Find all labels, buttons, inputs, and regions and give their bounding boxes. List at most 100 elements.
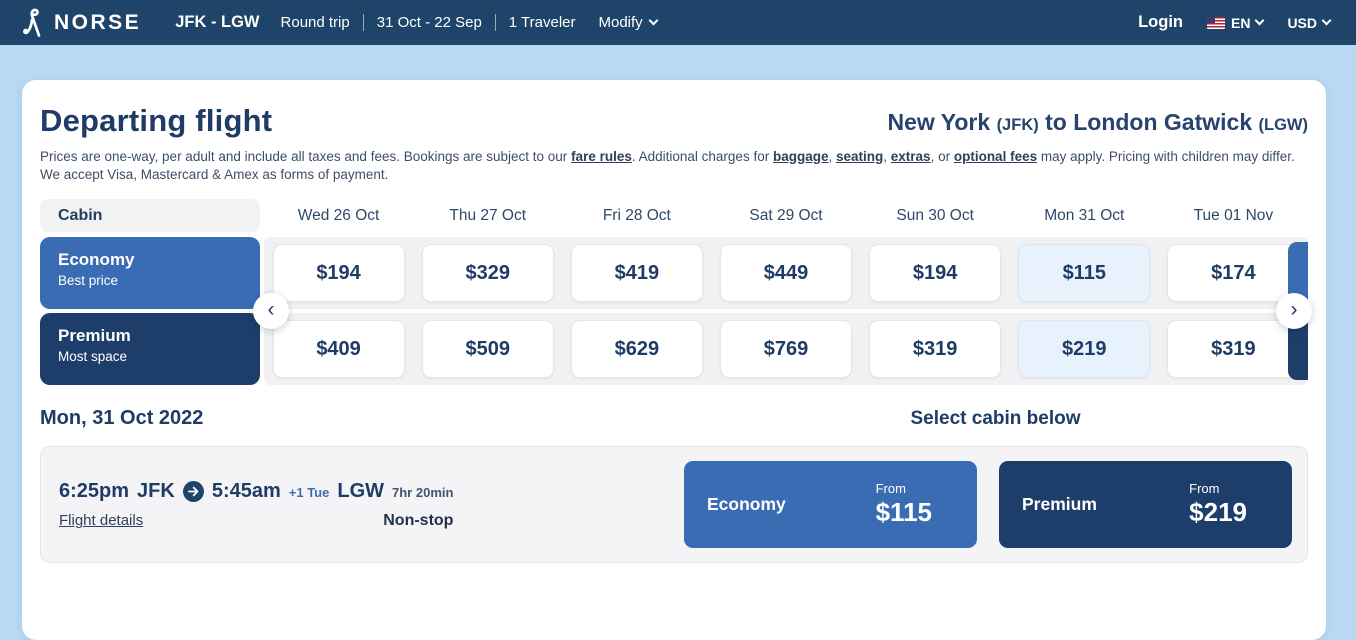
cabin-tagline: Best price [58, 273, 119, 289]
trip-summary: JFK - LGW Round trip 31 Oct - 22 Sep 1 T… [175, 13, 659, 32]
disclaimer-text: . Additional charges for [631, 148, 773, 164]
arrival-time: 5:45am [211, 479, 281, 502]
date-header: Sun 30 Oct [896, 206, 974, 224]
next-date-peek [1288, 242, 1308, 305]
trip-route: JFK - LGW [175, 13, 260, 31]
cabin-name: Premium [58, 326, 131, 346]
departure-time: 6:25pm [59, 479, 130, 502]
fare-rules-link[interactable]: fare rules [571, 148, 632, 164]
fare-cell-premium[interactable]: $509 [421, 320, 554, 379]
destination-city: London Gatwick [1073, 109, 1253, 135]
chevron-left-icon: ‹ [267, 298, 275, 322]
date-header: Fri 28 Oct [602, 206, 671, 224]
selected-date-heading: Mon, 31 Oct 2022 [40, 407, 204, 430]
fare-cell-economy[interactable]: $449 [719, 244, 852, 303]
prev-dates-button[interactable]: ‹ [253, 293, 289, 330]
fare-calendar: Cabin Wed 26 Oct Thu 27 Oct Fri 28 Oct S… [40, 199, 1312, 386]
top-navbar: NORSE JFK - LGW Round trip 31 Oct - 22 S… [0, 0, 1356, 45]
next-date-peek [1288, 318, 1308, 381]
page-title: Departing flight [40, 103, 273, 138]
navbar-right: Login EN USD [1138, 13, 1332, 32]
from-label: From [1189, 481, 1220, 497]
chevron-down-icon [648, 15, 659, 26]
cabin-tagline: Most space [58, 349, 128, 365]
fare-cell-economy[interactable]: $174 [1167, 244, 1300, 303]
disclaimer-text: , [828, 148, 836, 164]
fare-cell-premium[interactable]: $629 [570, 320, 703, 379]
fare-cell-premium[interactable]: $409 [272, 320, 405, 379]
chevron-down-icon [1254, 15, 1265, 26]
fare-cell-premium[interactable]: $769 [719, 320, 852, 379]
economy-fare-button[interactable]: Economy From $115 [684, 461, 977, 549]
economy-fares-strip: $194 $329 $419 $449 $194 $115 $174 [264, 237, 1308, 310]
disclaimer-text: , [883, 148, 891, 164]
trip-travelers: 1 Traveler [508, 14, 576, 31]
norse-brand[interactable]: NORSE [22, 7, 141, 38]
cabin-name: Economy [58, 250, 135, 270]
baggage-link[interactable]: baggage [772, 148, 829, 164]
brand-name: NORSE [54, 10, 142, 34]
seating-link[interactable]: seating [835, 148, 884, 164]
fare-cell-premium[interactable]: $319 [869, 320, 1002, 379]
date-header: Tue 01 Nov [1193, 206, 1274, 224]
date-header: Mon 31 Oct [1044, 206, 1125, 224]
flight-result-card: 6:25pm JFK 5:45am +1 Tue LGW 7hr 20min F… [40, 446, 1308, 564]
fare-cell-economy[interactable]: $194 [869, 244, 1002, 303]
origin-airport: JFK [137, 479, 175, 502]
cabin-option-name: Premium [1022, 494, 1097, 515]
from-label: From [875, 481, 906, 497]
fare-cell-economy[interactable]: $419 [570, 244, 703, 303]
flight-details-link[interactable]: Flight details [59, 512, 144, 530]
fare-cell-premium-selected[interactable]: $219 [1018, 320, 1151, 379]
language-selector[interactable]: EN [1206, 14, 1265, 31]
stops-label: Non-stop [383, 511, 454, 529]
currency-label: USD [1287, 14, 1317, 31]
origin-code: (JFK) [996, 116, 1039, 134]
disclaimer-text: may apply. Pricing with children may dif… [40, 148, 1295, 182]
trip-dates: 31 Oct - 22 Sep [376, 14, 482, 31]
extras-link[interactable]: extras [890, 148, 931, 164]
flight-duration: 7hr 20min [392, 484, 454, 500]
modify-label: Modify [598, 14, 643, 31]
date-header: Sat 29 Oct [749, 206, 823, 224]
date-header: Thu 27 Oct [449, 206, 527, 224]
departing-flight-panel: Departing flight New York (JFK) to Londo… [22, 80, 1326, 640]
date-header: Wed 26 Oct [297, 206, 380, 224]
arrival-day-offset: +1 Tue [288, 484, 330, 500]
disclaimer-text: , or [930, 148, 954, 164]
currency-selector[interactable]: USD [1287, 14, 1332, 31]
cabin-option-name: Economy [707, 494, 786, 515]
us-flag-icon [1206, 16, 1225, 29]
route-title: New York (JFK) to London Gatwick (LGW) [887, 109, 1308, 136]
select-cabin-heading: Select cabin below [910, 407, 1081, 429]
optional-fees-link[interactable]: optional fees [953, 148, 1038, 164]
chevron-right-icon: › [1290, 298, 1298, 322]
cabin-selector-premium[interactable]: Premium Most space [40, 313, 260, 386]
flight-info: 6:25pm JFK 5:45am +1 Tue LGW 7hr 20min F… [59, 480, 453, 530]
destination-airport: LGW [337, 479, 385, 502]
origin-city: New York [887, 109, 991, 135]
pricing-disclaimer: Prices are one-way, per adult and includ… [40, 148, 1302, 185]
next-dates-button[interactable]: › [1276, 293, 1312, 330]
chevron-down-icon [1321, 15, 1332, 26]
fare-cell-economy-selected[interactable]: $115 [1018, 244, 1151, 303]
cabin-column-header: Cabin [40, 199, 260, 233]
language-label: EN [1230, 14, 1251, 31]
fare-cell-economy[interactable]: $194 [272, 244, 405, 303]
flight-arrow-icon [182, 480, 204, 502]
premium-fare-button[interactable]: Premium From $219 [999, 461, 1292, 549]
norse-swan-logo-icon [22, 7, 45, 38]
trip-type: Round trip [280, 14, 350, 31]
login-button[interactable]: Login [1138, 13, 1183, 31]
separator [494, 14, 496, 31]
destination-code: (LGW) [1258, 116, 1308, 134]
fare-cell-premium[interactable]: $319 [1167, 320, 1300, 379]
premium-fares-strip: $409 $509 $629 $769 $319 $219 $319 [264, 313, 1308, 386]
cabin-selector-economy[interactable]: Economy Best price [40, 237, 260, 310]
cabin-options: Economy From $115 Premium From $219 [684, 461, 1292, 549]
fare-cell-economy[interactable]: $329 [421, 244, 554, 303]
cabin-option-price: $115 [875, 497, 932, 528]
separator [362, 14, 364, 31]
modify-button[interactable]: Modify [598, 14, 659, 31]
cabin-option-price: $219 [1189, 497, 1247, 528]
